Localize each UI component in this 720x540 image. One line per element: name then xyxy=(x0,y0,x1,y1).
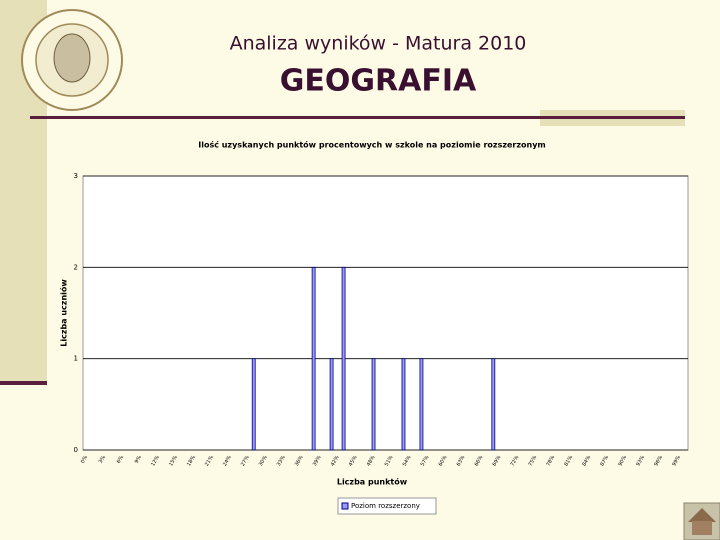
chart-title: Ilość uzyskanych punktów procentowych w … xyxy=(198,140,546,150)
x-tick-label: 33% xyxy=(276,455,287,468)
x-tick-label: 42% xyxy=(330,455,341,468)
y-tick-label: 1 xyxy=(74,355,78,363)
x-tick-label: 36% xyxy=(294,455,305,468)
x-tick-label: 3% xyxy=(98,455,107,465)
legend-swatch xyxy=(341,502,349,510)
bar xyxy=(329,358,334,451)
x-tick-label: 66% xyxy=(474,455,485,468)
x-tick-label: 69% xyxy=(492,455,503,468)
bar xyxy=(341,266,346,451)
x-tick-label: 45% xyxy=(348,455,359,468)
x-tick-label: 54% xyxy=(402,455,413,468)
x-tick-label: 60% xyxy=(438,455,449,468)
y-tick-label: 2 xyxy=(74,263,78,271)
bar xyxy=(419,358,424,451)
x-tick-label: 0% xyxy=(80,455,89,465)
bar xyxy=(311,266,316,451)
x-tick-label: 78% xyxy=(545,455,556,468)
y-tick-label: 0 xyxy=(74,446,78,454)
bar xyxy=(401,358,406,451)
legend xyxy=(337,497,437,515)
home-button[interactable] xyxy=(683,502,720,540)
x-tick-label: 6% xyxy=(116,455,125,465)
x-tick-label: 90% xyxy=(617,455,628,468)
x-tick-label: 21% xyxy=(204,455,215,468)
x-tick-label: 15% xyxy=(168,455,179,468)
x-tick-label: 48% xyxy=(366,455,377,468)
side-strip-line xyxy=(0,381,47,385)
bar xyxy=(371,358,376,451)
x-tick-label: 72% xyxy=(510,455,521,468)
x-tick-label: 51% xyxy=(384,455,395,468)
logo xyxy=(21,9,123,111)
x-tick-label: 63% xyxy=(456,455,467,468)
x-tick-label: 93% xyxy=(635,455,646,468)
x-axis-label: Liczba punktów xyxy=(337,477,408,487)
x-tick-label: 9% xyxy=(134,455,143,465)
bar xyxy=(491,358,496,451)
x-tick-label: 24% xyxy=(222,455,233,468)
x-tick-label: 75% xyxy=(528,455,539,468)
y-axis-label: Liczba uczniów xyxy=(59,279,69,347)
x-tick-label: 18% xyxy=(186,455,197,468)
slide-title: GEOGRAFIA xyxy=(280,64,477,99)
slide-subtitle: Analiza wyników - Matura 2010 xyxy=(230,33,527,55)
x-tick-label: 27% xyxy=(240,455,251,468)
x-tick-label: 30% xyxy=(258,455,269,468)
plot-area xyxy=(82,175,689,451)
x-tick-label: 84% xyxy=(581,455,592,468)
header-rule xyxy=(30,116,685,119)
legend-label: Poziom rozszerzony xyxy=(351,502,420,510)
x-tick-label: 81% xyxy=(563,455,574,468)
x-tick-label: 57% xyxy=(420,455,431,468)
x-tick-label: 12% xyxy=(150,455,161,468)
x-tick-label: 87% xyxy=(599,455,610,468)
y-tick-label: 3 xyxy=(74,172,78,180)
bar xyxy=(251,358,256,451)
x-tick-label: 39% xyxy=(312,455,323,468)
x-tick-label: 96% xyxy=(653,455,664,468)
x-tick-label: 99% xyxy=(671,455,682,468)
